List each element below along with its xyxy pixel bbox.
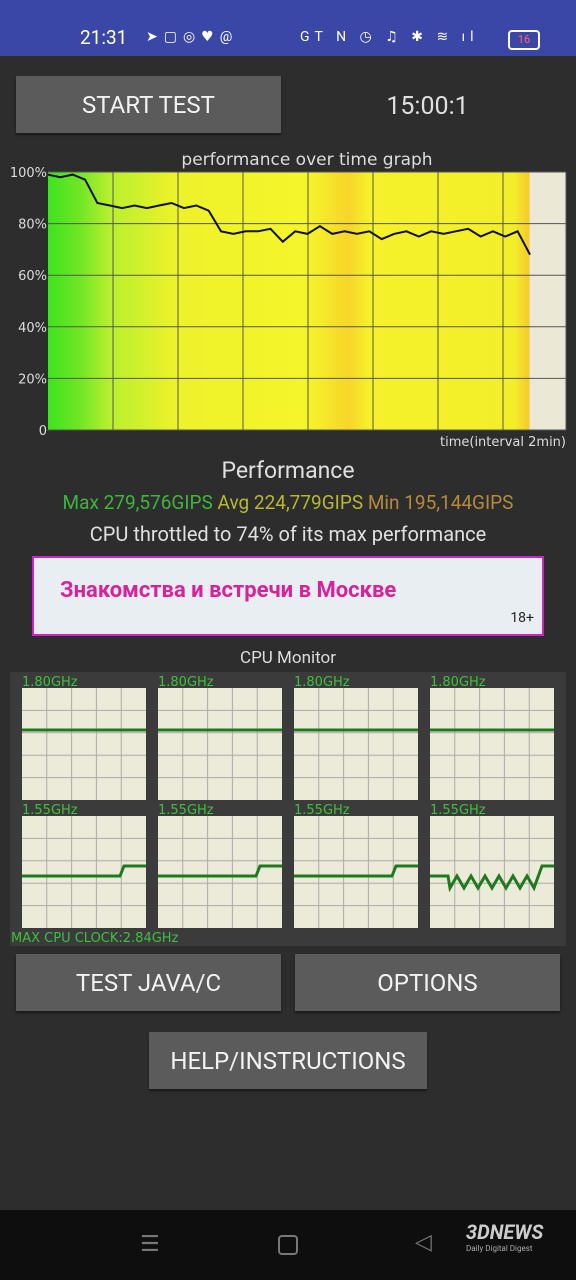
back-button[interactable]: ◁	[415, 1230, 432, 1255]
status-bar: 21:31 ➤▢◎♥@ GT N ◷ ♫ ✱ ≋ ıl 16	[0, 0, 576, 56]
system-icons: GT N ◷ ♫ ✱ ≋ ıl	[300, 29, 479, 45]
cpu-monitor: 1.80GHz 1.80GHz 1.80GHz 1.80GHz 1.55GHz 1.55G…	[10, 672, 566, 946]
y-tick-label: 80%	[18, 218, 47, 233]
core-frequency: 1.80GHz	[294, 675, 350, 690]
core-graph	[294, 688, 418, 800]
ad-text: Знакомства и встречи в Москве	[60, 578, 397, 603]
performance-heading: Performance	[221, 457, 355, 484]
timer: 15:00:1	[386, 92, 469, 121]
core-line	[22, 864, 146, 878]
core-frequency: 1.55GHz	[430, 803, 486, 818]
battery: 16	[508, 30, 540, 50]
max-clock: MAX CPU CLOCK:2.84GHz	[11, 931, 179, 946]
core-graph	[22, 816, 146, 928]
test-java-button[interactable]: TEST JAVA/C	[16, 954, 281, 1011]
avg-stat: Avg 224,779GIPS	[217, 491, 364, 514]
max-stat: Max 279,576GIPS	[62, 491, 213, 514]
core-graph	[430, 816, 554, 928]
core-graph	[22, 688, 146, 800]
home-button[interactable]	[278, 1235, 298, 1255]
nav-bar: ☰ ◁ 3DNEWS Daily Digital Digest	[0, 1210, 576, 1280]
plot-area	[48, 172, 566, 430]
min-stat: Min 195,144GIPS	[367, 491, 514, 514]
ad-age: 18+	[510, 610, 534, 626]
core-line	[430, 864, 554, 893]
core-frequency: 1.80GHz	[430, 675, 486, 690]
core-frequency: 1.80GHz	[22, 675, 78, 690]
core-graph	[158, 816, 282, 928]
core-frequency: 1.55GHz	[22, 803, 78, 818]
core-graph	[158, 688, 282, 800]
y-tick-label: 20%	[18, 372, 47, 387]
performance-stats: Max 279,576GIPS Avg 224,779GIPS Min 195,…	[0, 491, 576, 514]
watermark-brand: 3DNEWS	[466, 1220, 544, 1244]
core-frequency: 1.55GHz	[294, 803, 350, 818]
help-button[interactable]: HELP/INSTRUCTIONS	[149, 1032, 427, 1089]
x-axis-label: time(interval 2min)	[440, 435, 566, 450]
y-tick-label: 0	[39, 424, 47, 439]
graph-title: performance over time graph	[181, 150, 432, 170]
watermark-tagline: Daily Digital Digest	[466, 1244, 533, 1253]
performance-graph: performance over time graph time(interva…	[10, 150, 567, 450]
clock: 21:31	[80, 26, 128, 49]
core-frequency: 1.80GHz	[158, 675, 214, 690]
core-line	[158, 864, 282, 878]
y-tick-label: 60%	[18, 269, 47, 284]
core-frequency: 1.55GHz	[158, 803, 214, 818]
ad-banner[interactable]: Знакомства и встречи в Москве 18+	[32, 556, 544, 636]
core-graph	[430, 688, 554, 800]
notification-icons: ➤▢◎♥@	[146, 29, 239, 45]
throttle-text: CPU throttled to 74% of its max performa…	[89, 522, 487, 546]
start-test-button[interactable]: START TEST	[16, 76, 281, 133]
menu-button[interactable]: ☰	[140, 1232, 160, 1257]
v-grid	[112, 172, 567, 430]
cpu-monitor-title: CPU Monitor	[240, 648, 336, 668]
performance-line	[47, 173, 531, 256]
core-line	[294, 864, 418, 878]
options-button[interactable]: OPTIONS	[295, 954, 560, 1011]
core-graph	[294, 816, 418, 928]
y-tick-label: 40%	[18, 321, 47, 336]
y-tick-label: 100%	[10, 166, 47, 181]
